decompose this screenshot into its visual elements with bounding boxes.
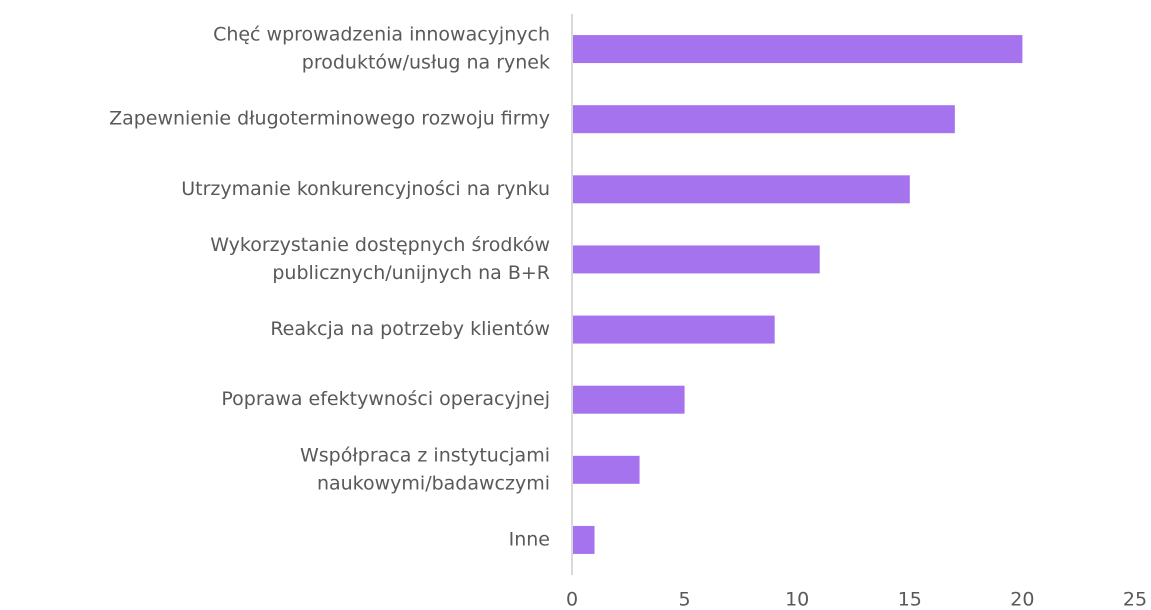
bar bbox=[572, 105, 955, 134]
y-tick-label: produktów/usług na rynek bbox=[302, 52, 550, 74]
x-tick-label: 20 bbox=[1010, 589, 1034, 610]
y-tick-label: Utrzymanie konkurencyjności na rynku bbox=[181, 178, 550, 200]
bar bbox=[572, 525, 595, 554]
y-tick-label: Chęć wprowadzenia innowacyjnych bbox=[213, 24, 550, 46]
x-tick-label: 10 bbox=[785, 589, 809, 610]
x-tick-label: 5 bbox=[679, 589, 691, 610]
bar bbox=[572, 315, 775, 344]
bar bbox=[572, 455, 640, 484]
bar bbox=[572, 245, 820, 274]
bar bbox=[572, 35, 1023, 64]
bar bbox=[572, 385, 685, 414]
x-tick-label: 15 bbox=[898, 589, 922, 610]
y-tick-label: Wykorzystanie dostępnych środków bbox=[210, 234, 550, 256]
bar bbox=[572, 175, 910, 204]
x-tick-label: 0 bbox=[566, 589, 578, 610]
y-tick-label: naukowymi/badawczymi bbox=[317, 472, 550, 494]
y-tick-label: Poprawa efektywności operacyjnej bbox=[221, 388, 550, 410]
y-tick-label: Zapewnienie długoterminowego rozwoju fir… bbox=[109, 108, 550, 130]
y-tick-label: Reakcja na potrzeby klientów bbox=[270, 318, 550, 340]
y-tick-label: publicznych/unijnych na B+R bbox=[272, 262, 550, 284]
y-tick-label: Inne bbox=[509, 528, 550, 550]
x-tick-label: 25 bbox=[1123, 589, 1147, 610]
y-tick-label: Współpraca z instytucjami bbox=[300, 444, 550, 466]
